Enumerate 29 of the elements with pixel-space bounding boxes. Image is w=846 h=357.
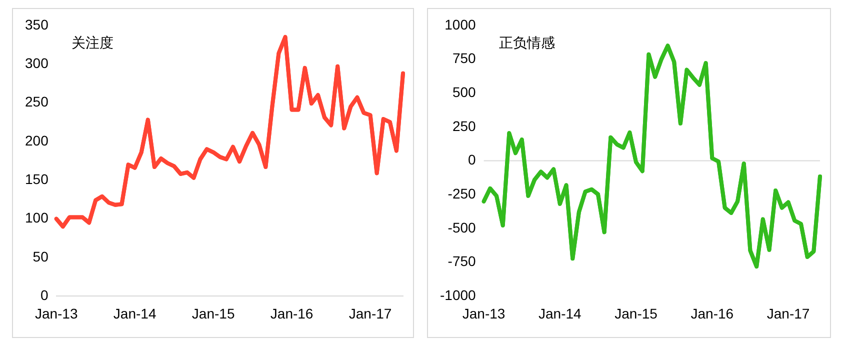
y-tick-label: 250 xyxy=(452,118,476,134)
y-tick-label: 150 xyxy=(25,171,49,187)
x-tick-label: Jan-16 xyxy=(690,305,734,322)
y-tick-label: 200 xyxy=(25,132,49,148)
x-tick-label: Jan-13 xyxy=(34,305,78,322)
x-tick-label: Jan-14 xyxy=(113,305,156,322)
x-tick-label: Jan-15 xyxy=(192,305,235,322)
y-tick-label: -250 xyxy=(448,186,476,202)
x-tick-label: Jan-14 xyxy=(538,305,582,322)
y-tick-label: 350 xyxy=(25,16,49,32)
y-tick-label: 300 xyxy=(25,54,49,71)
x-tick-label: Jan-16 xyxy=(270,305,314,322)
y-tick-label: 250 xyxy=(25,94,49,110)
y-tick-label: 0 xyxy=(40,287,49,304)
x-tick-label: Jan-13 xyxy=(462,305,506,322)
y-tick-label: 0 xyxy=(468,152,476,168)
y-tick-label: -750 xyxy=(448,253,476,270)
text: 关注度 xyxy=(71,34,114,50)
x-tick-label: Jan-15 xyxy=(614,305,658,322)
y-tick-label: -1000 xyxy=(440,287,476,304)
y-tick-label: 1000 xyxy=(444,16,476,32)
text: 正负情感 xyxy=(498,34,555,50)
y-tick-label: 750 xyxy=(452,50,476,66)
x-tick-label: Jan-17 xyxy=(348,305,392,322)
y-tick-label: -500 xyxy=(448,219,476,236)
x-tick-label: Jan-17 xyxy=(766,305,810,322)
y-tick-label: 500 xyxy=(452,84,476,100)
y-tick-label: 50 xyxy=(32,248,49,264)
y-tick-label: 100 xyxy=(25,210,49,226)
